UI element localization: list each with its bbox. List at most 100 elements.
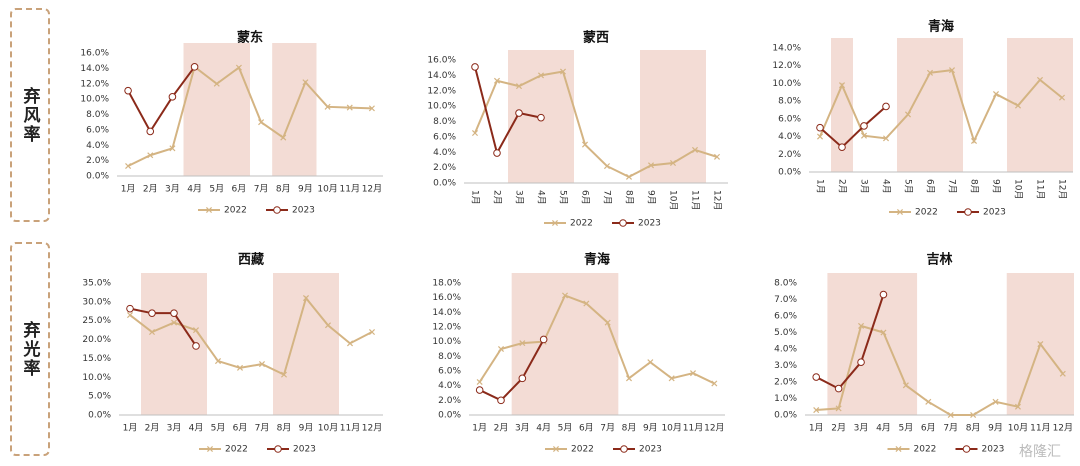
x-tick-label: 3月 (165, 184, 180, 195)
y-tick-label: 6.0% (774, 312, 797, 322)
x-tick-label: 8月 (277, 423, 292, 434)
data-point (813, 407, 820, 414)
data-point (168, 93, 177, 101)
x-tick-label: 6月 (232, 184, 247, 195)
x-tick-label: 3月 (854, 423, 869, 434)
x-tick-label: 2月 (145, 423, 160, 434)
y-tick-label: 14.0% (80, 64, 109, 74)
data-point (471, 63, 479, 71)
x-tick-label: 12月 (362, 423, 382, 434)
x-tick-label: 1月 (815, 179, 826, 194)
x-tick-label: 6月 (921, 423, 936, 434)
data-point (647, 359, 654, 366)
data-point (537, 113, 545, 122)
y-tick-label: 2.0% (778, 150, 801, 160)
data-point (860, 132, 868, 139)
x-tick-label: 7月 (600, 423, 615, 434)
legend-label: 2023 (292, 206, 315, 216)
legend-marker (552, 445, 560, 453)
x-tick-label: 8月 (624, 190, 635, 205)
x-tick-label: 4月 (536, 190, 547, 205)
x-tick-label: 8月 (969, 179, 980, 194)
y-tick-label: 8.0% (86, 110, 109, 120)
x-tick-label: 9月 (643, 423, 658, 434)
data-point (857, 358, 865, 367)
data-point (258, 119, 265, 126)
y-tick-label: 16.0% (427, 56, 456, 66)
data-point (493, 77, 501, 84)
data-point (148, 309, 156, 317)
data-point (515, 109, 523, 117)
y-tick-label: 7.0% (774, 295, 797, 305)
y-tick-label: 5.0% (774, 328, 797, 338)
data-point (126, 304, 134, 313)
legend-marker (619, 219, 627, 227)
data-point (835, 405, 842, 412)
data-point (713, 153, 721, 160)
y-tick-label: 0.0% (778, 168, 801, 178)
legend-label: 2022 (571, 445, 594, 455)
y-tick-label: 12.0% (80, 79, 109, 89)
y-tick-label: 12.0% (432, 323, 461, 333)
x-tick-label: 6月 (579, 423, 594, 434)
data-point (1059, 370, 1066, 377)
series-line (127, 65, 372, 167)
x-tick-label: 5月 (211, 423, 226, 434)
y-tick-label: 5.0% (88, 392, 111, 402)
legend-marker (620, 445, 628, 453)
data-point (302, 295, 310, 302)
y-tick-label: 14.0% (427, 71, 456, 81)
x-tick-label: 10月 (318, 423, 338, 434)
data-point (236, 364, 244, 371)
legend-marker (964, 208, 972, 216)
data-point (947, 411, 954, 419)
data-point (146, 127, 155, 136)
x-tick-label: 7月 (943, 423, 958, 434)
data-point (583, 300, 590, 307)
legend-marker (205, 206, 213, 214)
data-point (190, 63, 199, 71)
x-tick-label: 12月 (1053, 423, 1073, 434)
y-tick-label: 0.0% (88, 411, 111, 421)
shaded-band (640, 50, 706, 183)
data-point (476, 378, 483, 386)
series-line (127, 66, 196, 134)
data-point (258, 361, 266, 368)
chart-title: 蒙西 (583, 30, 609, 46)
legend-marker (274, 445, 282, 453)
data-point (604, 319, 611, 326)
y-tick-label: 25.0% (82, 316, 111, 326)
y-tick-label: 12.0% (772, 61, 801, 71)
data-point (834, 384, 843, 393)
data-point (1014, 403, 1021, 410)
data-point (902, 382, 909, 389)
data-point (603, 163, 611, 170)
y-tick-label: 10.0% (82, 373, 111, 383)
data-point (948, 67, 956, 74)
y-tick-label: 16.0% (432, 293, 461, 303)
legend-marker (895, 445, 902, 453)
y-tick-label: 0.0% (433, 179, 456, 189)
shaded-band (827, 273, 918, 415)
chart-title: 吉林 (926, 252, 952, 268)
shaded-band (831, 38, 853, 172)
x-tick-label: 1月 (121, 184, 136, 195)
legend-marker (551, 219, 559, 227)
y-tick-label: 2.0% (774, 378, 797, 388)
x-tick-label: 6月 (580, 190, 591, 205)
x-tick-label: 10月 (668, 190, 679, 210)
x-tick-label: 1月 (470, 190, 481, 205)
legend-label: 2023 (638, 219, 661, 229)
data-point (838, 143, 846, 151)
watermark: 格隆汇 (1019, 444, 1061, 460)
data-point (711, 380, 718, 387)
data-point (904, 111, 912, 118)
data-point (280, 371, 288, 378)
data-point (192, 327, 200, 334)
y-tick-label: 15.0% (82, 354, 111, 364)
x-tick-label: 5月 (899, 423, 914, 434)
x-tick-label: 9月 (646, 190, 657, 205)
y-tick-label: 30.0% (82, 297, 111, 307)
x-tick-label: 3月 (515, 423, 530, 434)
data-point (970, 137, 978, 145)
